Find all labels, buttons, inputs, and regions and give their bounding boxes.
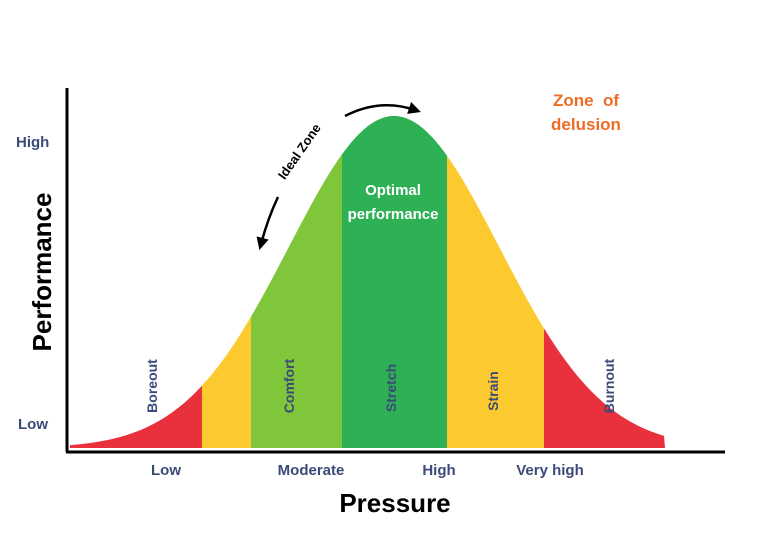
y-tick-low: Low [18,416,48,433]
ideal-zone-label: Ideal Zone [275,121,324,182]
x-tick-low: Low [151,462,181,479]
ideal-zone-arrow-down [256,196,280,251]
band-low-transition [202,116,251,448]
band-stretch [342,116,447,448]
zone-label-strain: Strain [485,371,501,411]
zone-label-burnout: Burnout [601,358,617,413]
x-axis-title: Pressure [339,488,450,518]
band-burnout [544,116,665,448]
band-boreout [70,116,202,448]
delusion-label-line1: Zone of [553,91,619,110]
optimal-label-line2: performance [348,206,439,223]
y-tick-high: High [16,134,49,151]
y-axis-title: Performance [27,193,57,352]
delusion-label-line2: delusion [551,115,621,134]
zone-label-boreout: Boreout [144,359,160,413]
x-tick-high: High [422,462,455,479]
ideal-zone-arrow-right [344,102,421,118]
x-tick-moderate: Moderate [278,462,345,479]
x-tick-very-high: Very high [516,462,584,479]
zone-label-stretch: Stretch [383,364,399,412]
optimal-label-line1: Optimal [365,182,421,199]
zone-label-comfort: Comfort [281,358,297,413]
